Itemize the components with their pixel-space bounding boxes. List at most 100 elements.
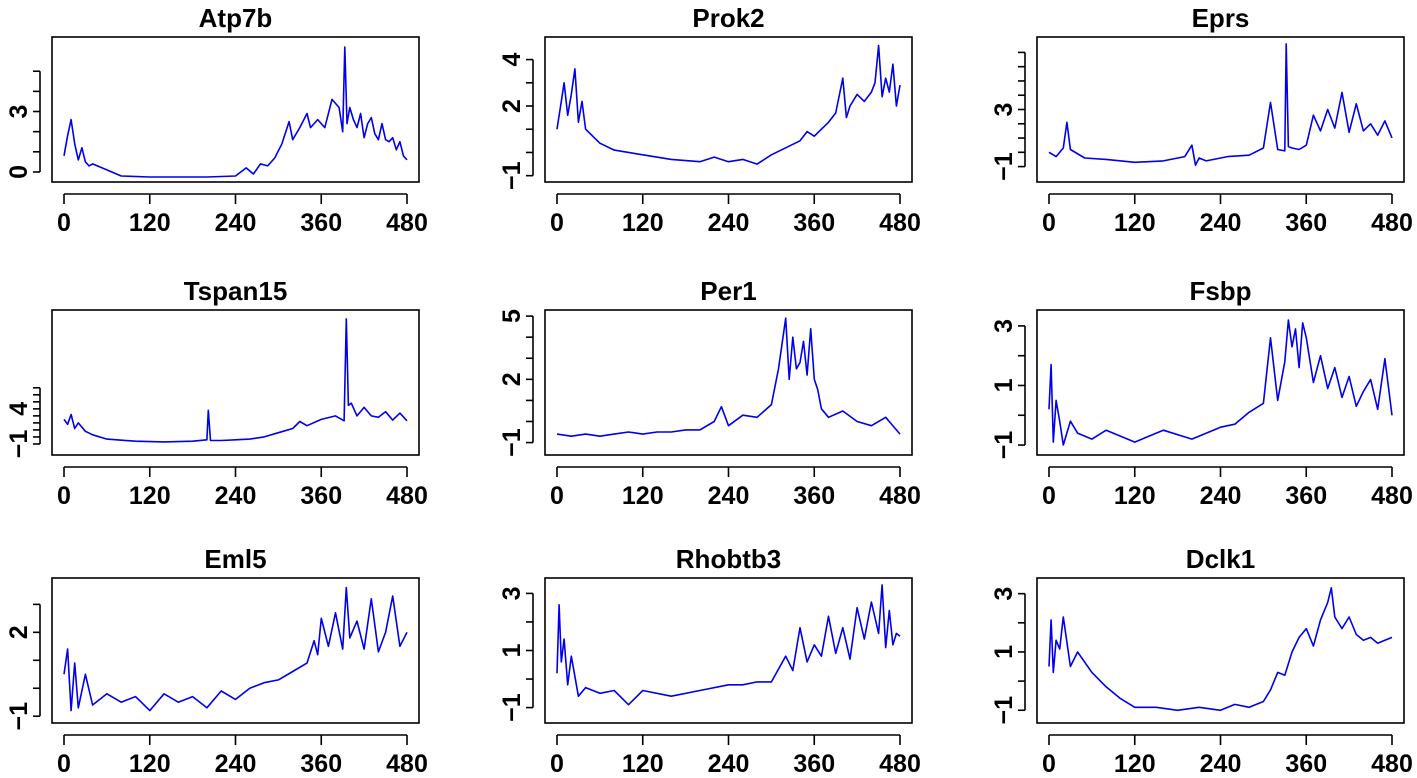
plot-frame — [51, 309, 420, 456]
x-tick-label: 0 — [550, 750, 564, 778]
y-tick-label: 3 — [498, 586, 526, 600]
panel-tspan15: Tspan15 0 120 240 360 480 −1 4 — [5, 276, 428, 510]
panel-title: Atp7b — [199, 3, 273, 33]
x-tick-label: 240 — [215, 482, 257, 510]
x-tick-label: 240 — [215, 209, 257, 237]
x-tick-label: 120 — [622, 482, 664, 510]
y-tick-label: −1 — [5, 430, 33, 459]
x-tick-label: 480 — [879, 209, 921, 237]
x-tick-label: 480 — [386, 482, 428, 510]
x-tick-label: 480 — [879, 750, 921, 778]
x-tick-label: 120 — [622, 209, 664, 237]
panel-per1: Per1 0 120 240 360 480 −1 2 5 — [498, 276, 921, 510]
y-tick-label: 3 — [990, 587, 1018, 601]
series-line — [63, 586, 408, 712]
plot-frame — [544, 577, 913, 724]
plot-frame — [1036, 36, 1405, 183]
y-tick-label: 2 — [498, 372, 526, 386]
x-tick-label: 360 — [1285, 750, 1327, 778]
x-tick-label: 480 — [879, 482, 921, 510]
x-tick-label: 360 — [793, 482, 835, 510]
x-tick-label: 0 — [1042, 482, 1056, 510]
x-tick-label: 480 — [386, 750, 428, 778]
x-tick-label: 0 — [57, 750, 71, 778]
y-tick-label: 4 — [498, 53, 526, 67]
x-tick-label: 0 — [57, 209, 71, 237]
x-tick-label: 480 — [1371, 482, 1413, 510]
x-tick-label: 120 — [1114, 750, 1156, 778]
panel-title: Prok2 — [692, 3, 764, 33]
x-tick-label: 120 — [622, 750, 664, 778]
x-tick-label: 120 — [1114, 482, 1156, 510]
panel-prok2: Prok2 0 120 240 360 480 −1 2 4 — [498, 3, 921, 237]
x-tick-label: 120 — [1114, 209, 1156, 237]
panel-rhobtb3: Rhobtb3 0 120 240 360 480 −1 1 3 — [498, 544, 921, 778]
y-tick-label: −1 — [498, 428, 526, 457]
plot-frame — [1036, 309, 1405, 456]
series-line — [1048, 43, 1393, 166]
panel-title: Rhobtb3 — [676, 544, 781, 574]
y-tick-label: −1 — [990, 696, 1018, 725]
x-tick-label: 120 — [129, 750, 171, 778]
panel-eprs: Eprs 0 120 240 360 480 −1 3 — [990, 3, 1413, 237]
y-tick-label: 1 — [990, 378, 1018, 392]
series-line — [63, 46, 408, 178]
plot-frame — [51, 36, 420, 183]
y-tick-label: 3 — [990, 319, 1018, 333]
x-tick-label: 360 — [300, 209, 342, 237]
plot-frame — [544, 309, 913, 456]
y-tick-label: 3 — [5, 105, 33, 119]
y-tick-label: 4 — [5, 402, 33, 416]
plot-frame — [1036, 577, 1405, 724]
x-tick-label: 480 — [1371, 750, 1413, 778]
x-tick-label: 360 — [793, 750, 835, 778]
plot-frame — [544, 36, 913, 183]
x-tick-label: 480 — [1371, 209, 1413, 237]
x-tick-label: 0 — [1042, 209, 1056, 237]
panel-dclk1: Dclk1 0 120 240 360 480 −1 1 3 — [990, 544, 1413, 778]
y-tick-label: 1 — [990, 645, 1018, 659]
panel-title: Per1 — [700, 276, 756, 306]
x-tick-label: 360 — [300, 750, 342, 778]
y-tick-label: 1 — [498, 643, 526, 657]
x-tick-label: 240 — [1200, 209, 1242, 237]
x-tick-label: 0 — [550, 482, 564, 510]
x-tick-label: 120 — [129, 209, 171, 237]
y-tick-label: −1 — [990, 431, 1018, 460]
panel-atp7b: Atp7b 0 120 240 360 480 0 3 — [5, 3, 428, 237]
x-tick-label: 240 — [708, 750, 750, 778]
y-tick-label: 0 — [5, 165, 33, 179]
y-tick-label: 2 — [498, 99, 526, 113]
x-tick-label: 360 — [1285, 209, 1327, 237]
y-tick-label: −1 — [498, 693, 526, 722]
y-tick-label: 2 — [5, 625, 33, 639]
series-line — [1048, 586, 1393, 712]
y-tick-label: 3 — [990, 103, 1018, 117]
x-tick-label: 120 — [129, 482, 171, 510]
series-line — [556, 584, 901, 706]
panel-title: Tspan15 — [184, 276, 288, 306]
x-tick-label: 240 — [708, 482, 750, 510]
x-tick-label: 360 — [1285, 482, 1327, 510]
panel-title: Dclk1 — [1186, 544, 1255, 574]
x-tick-label: 240 — [708, 209, 750, 237]
series-line — [1048, 319, 1393, 446]
x-tick-label: 240 — [1200, 482, 1242, 510]
x-tick-label: 480 — [386, 209, 428, 237]
x-tick-label: 0 — [1042, 750, 1056, 778]
y-tick-label: 5 — [498, 309, 526, 323]
series-line — [556, 44, 901, 165]
y-tick-label: −1 — [990, 152, 1018, 181]
series-line — [556, 317, 901, 438]
panel-title: Fsbp — [1189, 276, 1251, 306]
y-tick-label: −1 — [498, 161, 526, 190]
series-line — [63, 318, 408, 443]
plot-frame — [51, 577, 420, 724]
x-tick-label: 240 — [215, 750, 257, 778]
panel-title: Eml5 — [204, 544, 266, 574]
y-tick-label: −1 — [5, 702, 33, 731]
x-tick-label: 360 — [300, 482, 342, 510]
panel-fsbp: Fsbp 0 120 240 360 480 −1 1 3 — [990, 276, 1413, 510]
x-tick-label: 240 — [1200, 750, 1242, 778]
